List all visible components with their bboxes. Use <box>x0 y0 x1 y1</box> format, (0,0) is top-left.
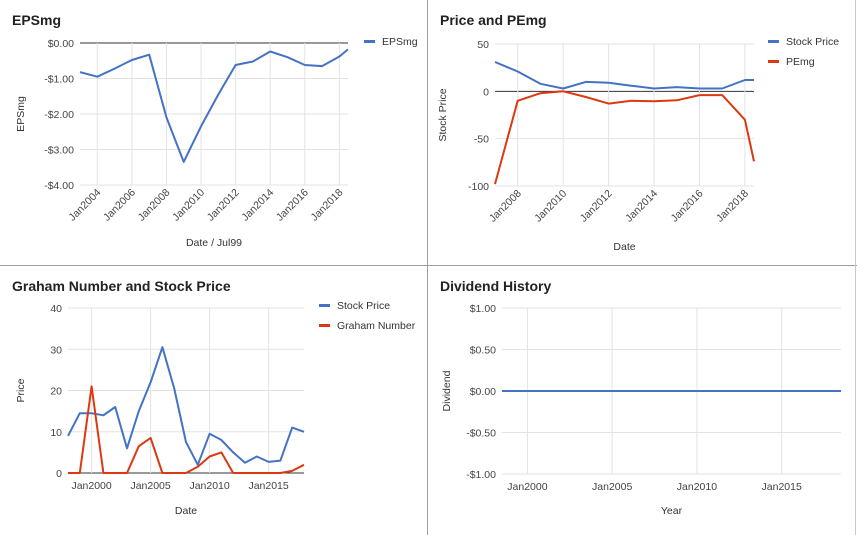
y-axis-title: Price <box>15 378 27 402</box>
x-tick-label: Jan2010 <box>532 188 569 225</box>
legend-label: Stock Price <box>786 36 839 48</box>
series-line-stock-price <box>67 346 305 466</box>
x-tick-label: Jan2000 <box>71 480 111 492</box>
legend-swatch <box>319 304 330 307</box>
x-tick-label: Jan2016 <box>274 187 311 224</box>
y-tick-label: 30 <box>50 344 62 356</box>
x-axis-title: Year <box>661 505 683 517</box>
panel-title: EPSmg <box>12 12 62 28</box>
y-tick-label: -$2.00 <box>44 109 74 121</box>
x-tick-label: Jan2015 <box>248 480 288 492</box>
x-tick-label: Jan2014 <box>623 188 660 225</box>
y-tick-label: $0.50 <box>470 345 496 357</box>
legend-swatch <box>364 40 375 43</box>
y-tick-label: -$0.50 <box>466 428 496 440</box>
y-tick-label: 0 <box>56 468 62 480</box>
y-axis-title: Stock Price <box>437 88 449 141</box>
x-tick-label: Jan2018 <box>714 188 751 225</box>
series-line-stock-price <box>494 61 754 90</box>
price-pemg-panel: Price and PEmg 50 0 -50 -100 Jan2008 Jan2010 J… <box>428 0 857 265</box>
panel-title: Graham Number and Stock Price <box>12 278 231 294</box>
horizontal-divider <box>0 265 857 266</box>
x-tick-label: Jan2010 <box>170 187 207 224</box>
x-axis-title: Date / Jul99 <box>186 237 242 249</box>
x-tick-label: Jan2010 <box>189 480 229 492</box>
x-tick-label: Jan2016 <box>669 188 706 225</box>
series-line-epsmg <box>79 48 349 163</box>
legend-label: EPSmg <box>382 36 418 48</box>
series-line-graham-number <box>68 385 305 474</box>
y-tick-label: $0.00 <box>470 386 496 398</box>
legend-swatch <box>768 40 779 43</box>
x-tick-label: Jan2008 <box>487 188 524 225</box>
legend-label: Graham Number <box>337 320 416 332</box>
x-tick-label: Jan2008 <box>136 187 173 224</box>
legend-swatch <box>319 324 330 327</box>
y-tick-label: $0.00 <box>48 38 74 50</box>
x-tick-label: Jan2018 <box>308 187 345 224</box>
vertical-divider <box>427 0 428 535</box>
x-tick-label: Jan2005 <box>130 480 170 492</box>
y-tick-label: -$1.00 <box>466 469 496 481</box>
dividend-history-chart: $1.00 $0.50 $0.00 -$0.50 -$1.00 Jan2000 Jan200… <box>441 303 841 517</box>
x-tick-label: Jan2012 <box>578 188 615 225</box>
y-tick-label: -50 <box>474 134 489 146</box>
y-tick-label: 10 <box>50 427 62 439</box>
panel-title: Dividend History <box>440 278 552 294</box>
y-tick-label: -$4.00 <box>44 180 74 192</box>
legend-label: Stock Price <box>337 300 390 312</box>
x-axis-title: Date <box>175 505 197 517</box>
y-tick-label: 50 <box>477 39 489 51</box>
y-tick-label: -$1.00 <box>44 74 74 86</box>
x-axis-title: Date <box>613 241 635 253</box>
x-tick-label: Jan2006 <box>101 187 138 224</box>
graham-number-chart: 40 30 20 10 0 Jan2000 Jan2005 Jan2010 Jan2015 Dat… <box>15 300 416 517</box>
y-tick-label: -$3.00 <box>44 145 74 157</box>
right-edge <box>855 0 856 535</box>
y-axis-title: Dividend <box>441 370 453 411</box>
dividend-history-panel: Dividend History $1.00 $0.50 $0.00 -$0.50 -$… <box>428 266 857 535</box>
y-axis-title: EPSmg <box>15 96 27 132</box>
legend-swatch <box>768 60 779 63</box>
x-tick-label: Jan2015 <box>762 481 802 493</box>
y-tick-label: $1.00 <box>470 303 496 315</box>
x-tick-label: Jan2010 <box>677 481 717 493</box>
legend-label: PEmg <box>786 56 815 68</box>
epsmg-chart: $0.00-$1.00-$2.00-$3.00-$4.00Jan2004Jan2… <box>15 36 418 249</box>
x-tick-label: Jan2005 <box>592 481 632 493</box>
graham-number-panel: Graham Number and Stock Price 40 30 20 10 0 J… <box>0 266 427 535</box>
y-tick-label: 40 <box>50 303 62 315</box>
y-tick-label: 20 <box>50 386 62 398</box>
y-tick-label: 0 <box>483 86 489 98</box>
panel-title: Price and PEmg <box>440 12 547 28</box>
x-tick-label: Jan2004 <box>66 187 103 224</box>
y-tick-label: -100 <box>468 181 489 193</box>
series-line-pemg <box>494 90 755 185</box>
x-tick-label: Jan2014 <box>239 187 276 224</box>
x-tick-label: Jan2000 <box>507 481 547 493</box>
epsmg-panel: EPSmg $0.00 -$1.00 -$2.00 -$3.00 -$4.00 Jan20… <box>0 0 427 265</box>
x-tick-label: Jan2012 <box>205 187 242 224</box>
